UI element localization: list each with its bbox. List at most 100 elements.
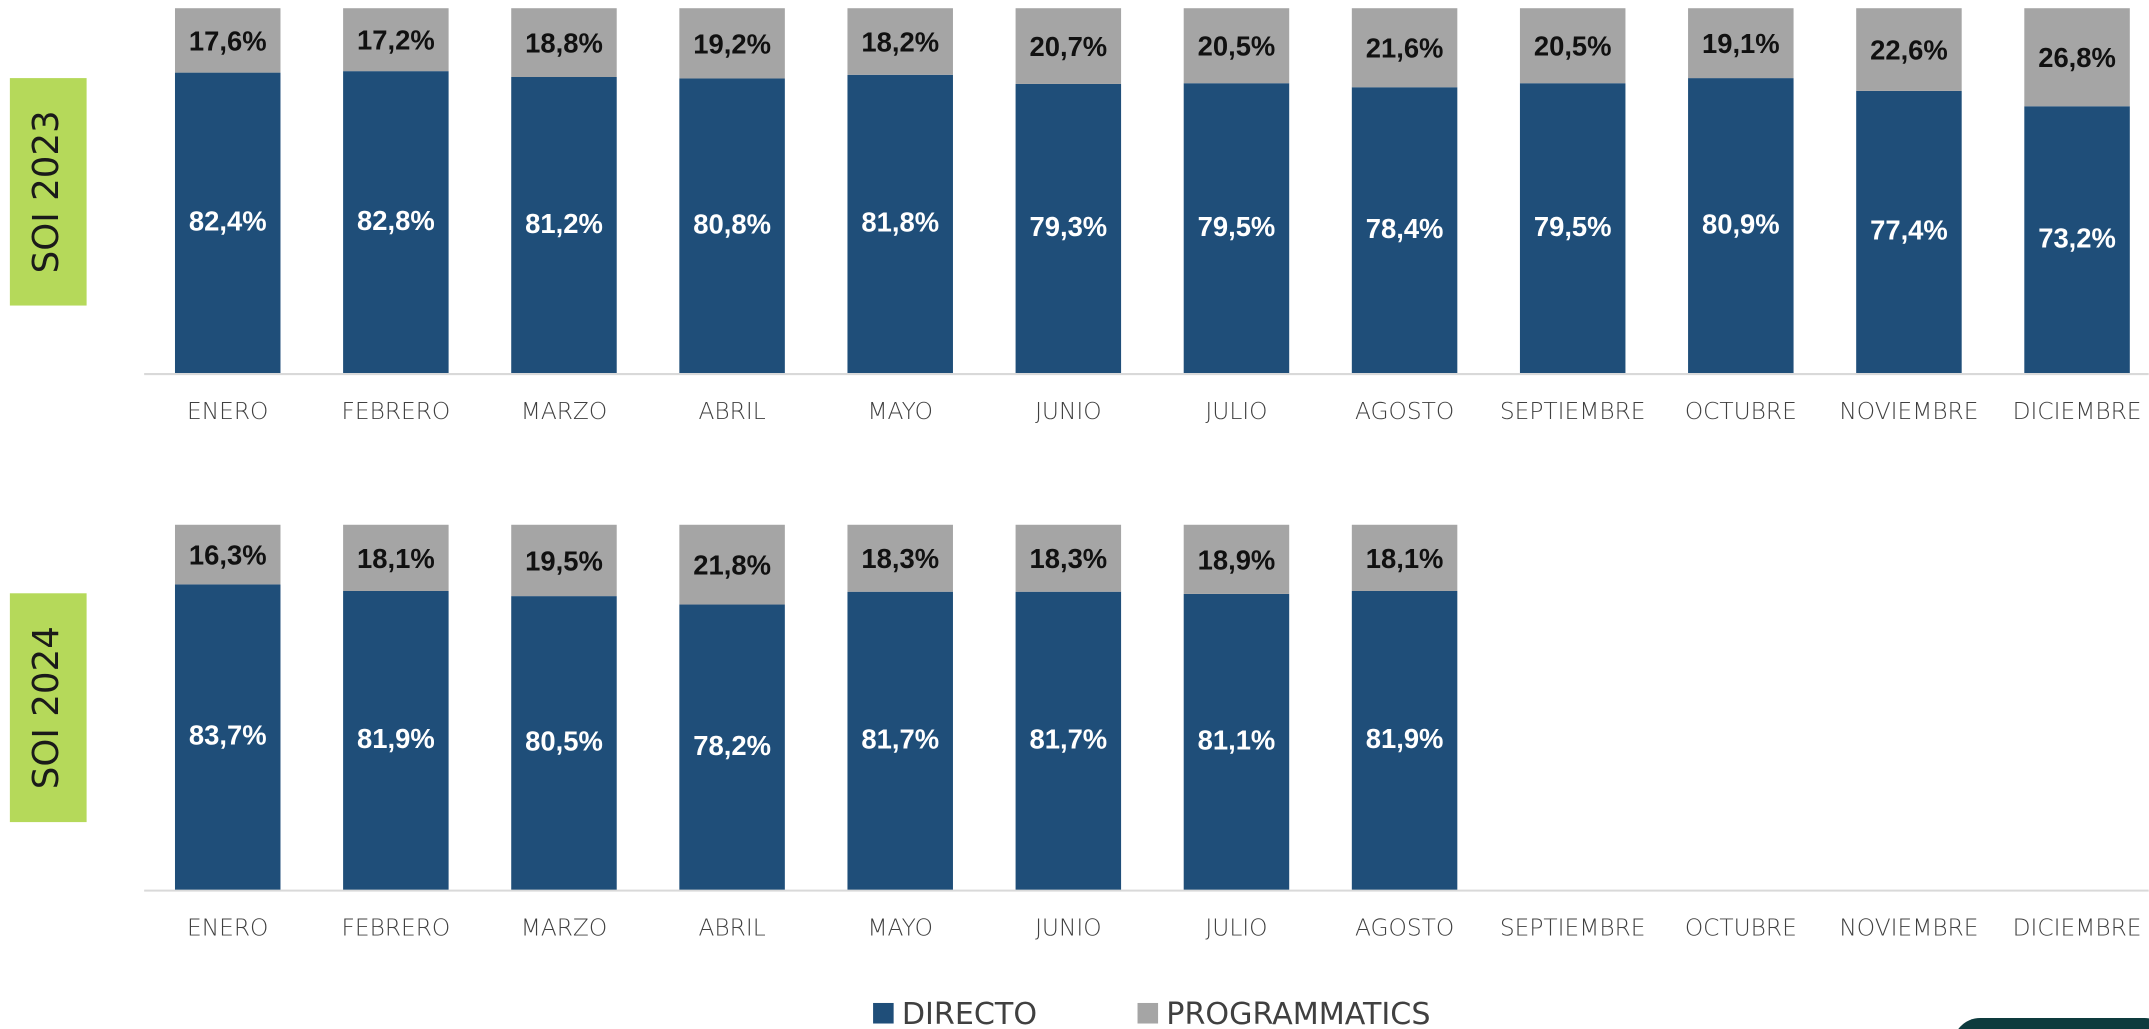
data-label: 26,8%	[2038, 42, 2116, 73]
x-tick-label: JUNIO	[1035, 914, 1102, 941]
title-box	[9, 593, 87, 823]
bar-segment	[1519, 8, 1626, 84]
x-tick-label: SEPTIEMBRE	[1500, 914, 1646, 941]
legend-swatch	[873, 1002, 894, 1024]
data-label: 20,7%	[1029, 31, 1107, 62]
bar-segment	[1183, 8, 1290, 84]
x-tick-label: JULIO	[1205, 914, 1267, 941]
data-label: 83,7%	[189, 720, 267, 751]
x-tick-label: JUNIO	[1035, 398, 1102, 425]
data-label: 18,1%	[357, 543, 435, 574]
x-tick-label: NOVIEMBRE	[1839, 398, 1978, 425]
data-label: 80,5%	[525, 726, 603, 757]
bar-segment	[2024, 106, 2130, 375]
x-tick-label: OCTUBRE	[1685, 914, 1797, 941]
bar-segment	[1015, 8, 1122, 84]
data-label: 81,7%	[861, 723, 939, 754]
bar-segment	[847, 524, 953, 592]
data-label: 16,3%	[189, 540, 267, 571]
data-label: 20,5%	[1198, 31, 1276, 62]
bar-segment	[1519, 83, 1626, 375]
data-label: 18,3%	[1029, 543, 1107, 574]
legend-swatch	[1137, 1002, 1159, 1024]
bar-segment	[679, 8, 785, 79]
data-label: 17,2%	[357, 25, 435, 56]
bar-segment	[174, 72, 281, 375]
data-label: 77,4%	[1870, 215, 1948, 246]
bar-segment	[1183, 593, 1290, 891]
x-tick-label: OCTUBRE	[1685, 398, 1797, 425]
bar-segment	[1688, 78, 1794, 375]
data-label: 81,1%	[1198, 725, 1276, 756]
data-label: 80,9%	[1702, 208, 1780, 239]
data-label: 82,8%	[357, 205, 435, 236]
bar-segment	[2024, 8, 2130, 107]
bar-segment	[511, 8, 617, 77]
bar-segment	[343, 71, 449, 375]
bar-segment	[511, 524, 617, 597]
data-label: 19,2%	[693, 28, 771, 59]
data-label: 18,8%	[525, 28, 603, 59]
data-label: 79,5%	[1534, 211, 1612, 242]
data-label: 79,5%	[1198, 211, 1276, 242]
data-label: 19,1%	[1702, 28, 1780, 59]
x-tick-label: MAYO	[867, 398, 932, 425]
data-label: 73,2%	[2038, 222, 2116, 253]
bar-segment	[343, 524, 449, 591]
data-label: 82,4%	[189, 206, 267, 237]
bar-segment	[174, 8, 281, 73]
chart-title: SOI 2023	[26, 110, 67, 273]
bar-segment	[1856, 90, 1962, 375]
data-label: 81,7%	[1029, 723, 1107, 754]
data-label: 78,2%	[693, 730, 771, 761]
x-tick-label: AGOSTO	[1355, 398, 1454, 425]
data-label: 79,3%	[1029, 211, 1107, 242]
data-label: 21,8%	[693, 550, 771, 581]
x-tick-label: MARZO	[521, 914, 607, 941]
data-label: 17,6%	[189, 25, 267, 56]
x-tick-label: JULIO	[1205, 398, 1267, 425]
bar-segment	[174, 584, 281, 891]
bar-segment	[679, 524, 785, 605]
data-label: 18,1%	[1366, 543, 1444, 574]
data-label: 22,6%	[1870, 35, 1948, 66]
chart-title: SOI 2024	[26, 626, 67, 789]
bar-segment	[511, 76, 617, 375]
bar-segment	[1688, 8, 1794, 79]
bar-segment	[1351, 524, 1458, 591]
x-tick-label: NOVIEMBRE	[1839, 914, 1978, 941]
x-tick-label: MAYO	[867, 914, 932, 941]
data-label: 21,6%	[1366, 33, 1444, 64]
bar-segment	[174, 524, 281, 585]
legend-label: DIRECTO	[902, 997, 1037, 1029]
bar-segment	[1015, 83, 1122, 375]
data-label: 20,5%	[1534, 31, 1612, 62]
bar-segment	[847, 591, 953, 891]
bar-segment	[1015, 524, 1122, 592]
bar-segment	[1015, 591, 1122, 891]
bar-segment	[1183, 524, 1290, 594]
data-label: 81,8%	[861, 207, 939, 238]
data-label: 81,2%	[525, 208, 603, 239]
x-tick-label: FEBRERO	[341, 914, 450, 941]
data-label: 19,5%	[525, 545, 603, 576]
x-tick-label: ENERO	[187, 914, 268, 941]
data-label: 81,9%	[1366, 723, 1444, 754]
legend-label: PROGRAMMATICS	[1166, 997, 1430, 1029]
x-tick-label: SEPTIEMBRE	[1500, 398, 1646, 425]
data-label: 18,3%	[861, 543, 939, 574]
bar-segment	[1351, 87, 1458, 375]
bar-segment	[847, 74, 953, 375]
data-label: 80,8%	[693, 208, 771, 239]
bar-segment	[343, 590, 449, 891]
x-tick-label: ABRIL	[698, 914, 765, 941]
bar-segment	[679, 604, 785, 891]
x-tick-label: MARZO	[521, 398, 607, 425]
x-tick-label: FEBRERO	[341, 398, 450, 425]
x-tick-label: DICIEMBRE	[2013, 398, 2142, 425]
bar-segment	[1351, 590, 1458, 891]
data-label: 18,2%	[861, 26, 939, 57]
x-tick-label: AGOSTO	[1355, 914, 1454, 941]
